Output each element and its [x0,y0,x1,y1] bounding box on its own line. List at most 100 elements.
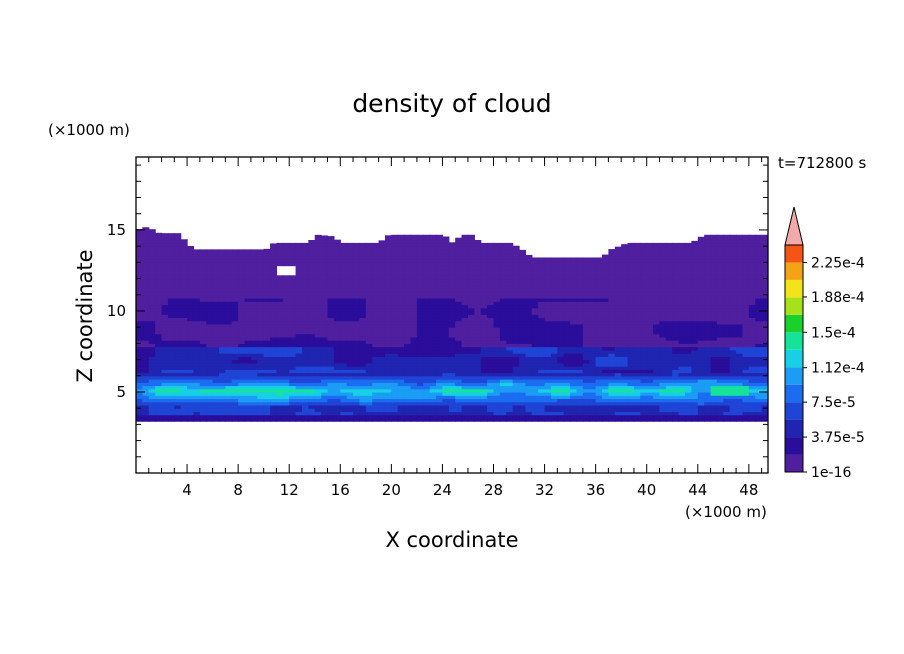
density-cell [525,320,533,325]
density-cell [550,353,558,357]
density-cell [276,333,284,338]
density-cell [685,291,692,296]
density-cell [563,310,571,315]
density-cell [557,343,565,348]
density-cell [595,401,603,406]
density-cell [506,281,514,286]
density-cell [691,411,699,416]
density-cell [212,391,220,396]
density-cell [308,314,316,319]
density-cell [410,346,418,351]
density-cell [397,401,405,406]
density-cell [678,310,686,315]
density-cell [544,268,552,273]
density-cell [244,411,252,416]
density-cell [595,320,603,325]
density-cell [474,385,482,390]
density-cell [365,314,373,319]
density-cell [678,288,686,293]
density-cell [467,259,475,263]
density-cell [595,408,603,413]
density-cell [595,356,603,361]
density-cell [653,408,661,413]
density-cell [640,255,648,260]
density-cell [531,401,539,406]
density-cell [691,314,699,319]
density-cell [633,262,641,267]
density-cell [231,252,239,257]
density-cell [410,255,418,260]
density-cell [416,291,424,296]
density-cell [327,411,335,416]
density-cell [161,320,169,325]
density-cell [621,411,629,416]
density-cell [340,330,348,335]
density-cell [142,349,150,354]
density-cell [506,382,514,387]
density-cell [365,366,373,370]
density-cell [314,372,322,377]
density-cell [557,294,565,299]
density-cell [544,285,552,289]
density-cell [461,408,469,413]
density-cell [180,291,188,296]
density-cell [238,301,246,306]
density-cell [314,236,322,241]
density-cell [627,294,635,299]
density-cell [633,278,641,283]
density-cell [199,346,207,351]
density-cell [627,278,635,283]
density-cell [448,317,456,322]
density-cell [391,320,399,325]
density-cell [391,382,399,387]
density-cell [167,391,175,396]
density-cell [608,375,616,380]
density-cell [416,304,424,309]
density-cell [621,330,629,335]
density-cell [263,281,271,286]
density-cell [372,375,380,380]
density-cell [544,414,552,419]
density-cell [602,340,609,344]
density-cell [448,330,456,335]
density-cell [397,255,405,260]
density-cell [621,255,629,260]
density-cell [263,369,271,374]
density-cell [633,398,641,403]
density-cell [506,372,514,377]
density-cell [136,362,143,367]
density-cell [148,236,156,241]
density-cell [480,382,488,387]
density-cell [391,343,399,348]
density-cell [525,401,533,406]
density-cell [525,333,533,338]
density-cell [238,372,246,377]
density-cell [391,340,399,344]
density-cell [544,265,552,270]
density-cell [640,275,648,280]
density-cell [640,336,648,341]
density-cell [359,249,367,254]
density-cell [155,340,163,344]
density-cell [416,281,424,286]
density-cell [697,327,705,331]
density-cell [416,236,424,241]
density-cell [659,262,667,267]
density-cell [148,275,156,280]
density-cell [691,330,699,335]
density-cell [193,314,201,319]
density-cell [231,314,239,319]
density-cell [372,391,380,396]
density-cell [544,330,552,335]
density-cell [397,307,405,312]
density-cell [346,242,354,247]
density-cell [487,417,495,422]
density-cell [416,307,424,312]
density-cell [180,398,188,403]
density-cell [685,317,692,322]
density-cell [576,291,584,296]
density-cell [480,281,488,286]
density-cell [602,385,609,390]
density-cell [519,340,527,344]
density-cell [423,346,431,351]
